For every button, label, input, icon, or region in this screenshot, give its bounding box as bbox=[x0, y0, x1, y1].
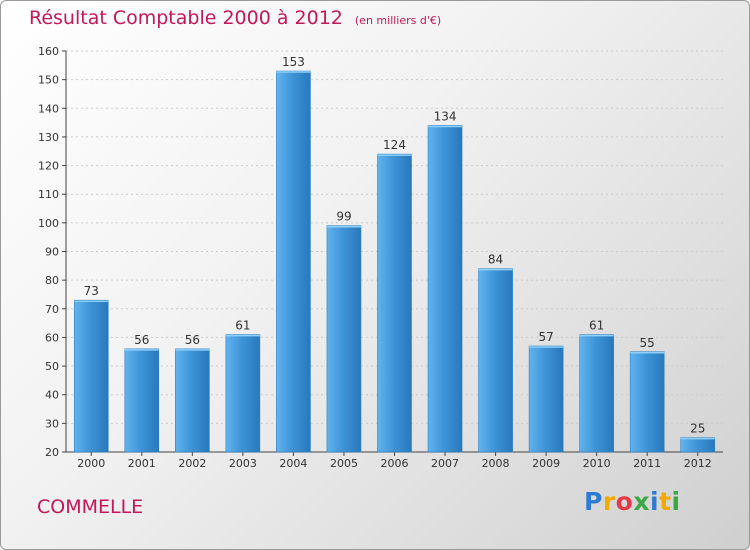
bar bbox=[276, 70, 311, 453]
y-tick-label: 80 bbox=[45, 274, 59, 287]
chart-title-text: Résultat Comptable 2000 à 2012 bbox=[29, 7, 343, 29]
chart-title: Résultat Comptable 2000 à 2012 (en millie… bbox=[29, 7, 441, 29]
logo-letter: i bbox=[671, 487, 681, 516]
x-tick-label: 2004 bbox=[279, 457, 307, 470]
bar bbox=[528, 345, 564, 453]
x-tick-label: 2007 bbox=[431, 457, 459, 470]
bar bbox=[427, 125, 463, 453]
bar bbox=[579, 334, 614, 453]
y-tick-label: 140 bbox=[38, 102, 59, 115]
bar-value-label: 56 bbox=[134, 333, 149, 347]
bar-value-label: 73 bbox=[84, 284, 99, 298]
x-tick-label: 2010 bbox=[583, 457, 611, 470]
logo-letter: t bbox=[659, 487, 672, 516]
bars: 73 56 56 61 153 99 124 134 84 57 61 55 25 bbox=[73, 55, 716, 453]
y-tick-label: 120 bbox=[38, 160, 59, 173]
bar-value-label: 61 bbox=[235, 319, 250, 333]
y-tick-label: 150 bbox=[38, 74, 59, 87]
x-tick-label: 2011 bbox=[633, 457, 661, 470]
bar bbox=[326, 225, 362, 453]
bar bbox=[377, 153, 412, 453]
y-tick-label: 40 bbox=[45, 389, 59, 402]
bar bbox=[225, 334, 261, 453]
y-tick-label: 100 bbox=[38, 217, 59, 230]
chart-unit-note: (en milliers d'€) bbox=[354, 14, 442, 27]
logo-letter: x bbox=[633, 487, 650, 516]
bar-value-label: 84 bbox=[488, 253, 503, 267]
location-label: COMMELLE bbox=[37, 496, 144, 518]
x-tick-label: 2012 bbox=[684, 457, 712, 470]
bar bbox=[175, 348, 210, 453]
logo-letter: P bbox=[584, 487, 603, 516]
y-tick-label: 130 bbox=[38, 131, 59, 144]
bar-value-label: 153 bbox=[282, 55, 305, 69]
x-tick-label: 2002 bbox=[178, 457, 206, 470]
bar bbox=[629, 351, 665, 453]
proxiti-logo: Proxiti bbox=[584, 487, 681, 516]
y-tick-label: 30 bbox=[45, 417, 59, 430]
y-tick-label: 50 bbox=[45, 360, 59, 373]
y-tick-label: 60 bbox=[45, 331, 59, 344]
x-tick-label: 2001 bbox=[128, 457, 156, 470]
logo-letter: r bbox=[602, 487, 616, 516]
x-tick-label: 2009 bbox=[532, 457, 560, 470]
y-tick-label: 110 bbox=[38, 188, 59, 201]
bar bbox=[478, 268, 513, 453]
y-tick-label: 70 bbox=[45, 303, 59, 316]
bar-value-label: 99 bbox=[336, 210, 351, 224]
x-tick-label: 2005 bbox=[330, 457, 358, 470]
bar-value-label: 25 bbox=[690, 422, 705, 436]
bar-value-label: 55 bbox=[640, 336, 655, 350]
x-tick-label: 2000 bbox=[77, 457, 105, 470]
bar bbox=[680, 437, 716, 453]
logo-letter: o bbox=[615, 487, 634, 516]
logo-letter: i bbox=[650, 487, 660, 516]
x-tick-label: 2008 bbox=[482, 457, 510, 470]
bar bbox=[73, 299, 109, 453]
bar-value-label: 57 bbox=[538, 330, 553, 344]
y-tick-label: 160 bbox=[38, 45, 59, 58]
bar-value-label: 124 bbox=[383, 138, 406, 152]
bar-value-label: 56 bbox=[185, 333, 200, 347]
x-tick-label: 2006 bbox=[381, 457, 409, 470]
x-tick-label: 2003 bbox=[229, 457, 257, 470]
bar-value-label: 61 bbox=[589, 319, 604, 333]
bar bbox=[124, 348, 160, 453]
y-tick-label: 90 bbox=[45, 246, 59, 259]
y-tick-label: 20 bbox=[45, 446, 59, 459]
bar-value-label: 134 bbox=[434, 109, 457, 123]
